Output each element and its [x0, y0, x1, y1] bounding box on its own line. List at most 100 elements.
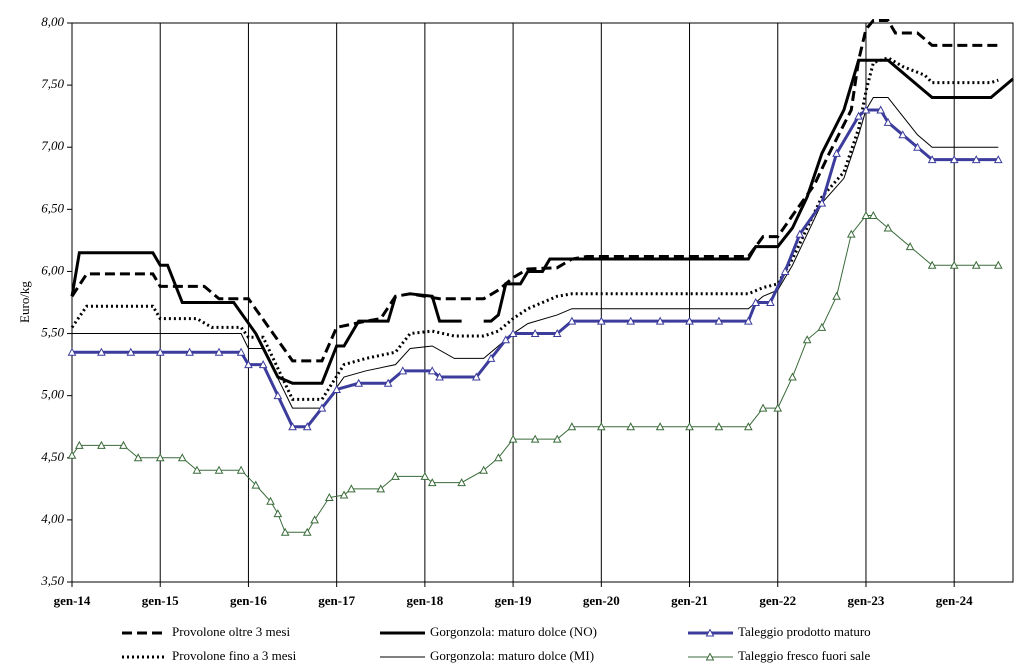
x-tick-label: gen-17: [318, 593, 355, 608]
marker: [883, 223, 893, 232]
y-tick-label: 6,50: [41, 200, 64, 215]
marker: [795, 229, 805, 238]
marker: [310, 515, 319, 524]
marker: [626, 422, 636, 431]
marker: [354, 378, 364, 387]
marker: [75, 440, 84, 449]
marker: [773, 403, 783, 412]
marker: [530, 434, 540, 443]
marker: [927, 155, 937, 164]
marker: [332, 384, 341, 393]
marker: [420, 471, 430, 480]
marker: [214, 465, 224, 474]
marker: [714, 316, 724, 325]
marker: [376, 484, 386, 493]
marker: [876, 105, 886, 114]
marker: [861, 105, 871, 114]
legend-label: Gorgonzola: maturo dolce (MI): [430, 648, 594, 663]
marker: [861, 210, 871, 220]
marker: [155, 453, 165, 462]
x-tick-label: gen-19: [495, 593, 532, 608]
series-line: [483, 58, 1014, 323]
marker: [913, 142, 922, 151]
legend-label: Taleggio fresco fuori sale: [738, 648, 871, 663]
marker: [251, 480, 261, 489]
marker: [832, 291, 841, 300]
marker: [898, 130, 908, 139]
legend-label: Taleggio prodotto maturo: [738, 624, 871, 639]
x-tick-label: gen-14: [54, 593, 91, 608]
marker: [155, 347, 165, 356]
marker: [126, 347, 136, 356]
marker: [868, 210, 878, 220]
marker: [398, 366, 408, 375]
marker: [302, 422, 312, 431]
marker: [949, 155, 959, 164]
marker: [391, 471, 400, 480]
marker: [655, 422, 665, 431]
marker: [67, 450, 77, 459]
marker: [479, 465, 489, 474]
marker: [273, 391, 283, 400]
y-tick-label: 4,50: [41, 449, 64, 464]
marker: [949, 260, 959, 269]
marker: [685, 316, 694, 325]
x-tick-label: gen-22: [759, 593, 796, 608]
series-line: [70, 56, 999, 401]
marker: [780, 266, 790, 275]
marker: [236, 347, 246, 356]
marker: [744, 422, 753, 431]
marker: [435, 372, 444, 381]
marker: [655, 316, 665, 325]
marker: [596, 422, 606, 431]
marker: [280, 527, 290, 536]
marker: [457, 478, 466, 487]
marker: [508, 434, 518, 443]
x-tick-label: gen-21: [671, 593, 708, 608]
x-tick-label: gen-18: [406, 593, 443, 608]
marker: [751, 297, 761, 306]
marker: [744, 316, 753, 325]
marker: [567, 316, 577, 325]
marker: [494, 453, 503, 462]
plot-frame: [71, 22, 1014, 583]
x-tick-label: gen-20: [583, 593, 620, 608]
y-tick-label: 3,50: [40, 573, 64, 588]
series-line: [70, 19, 999, 363]
legend-marker: [705, 628, 715, 637]
marker: [758, 403, 768, 412]
marker: [266, 496, 275, 505]
y-tick-label: 7,50: [41, 76, 64, 91]
y-tick-label: 8,00: [41, 14, 64, 29]
y-tick-label: 6,00: [41, 262, 64, 277]
y-axis-label: Euro/kg: [17, 281, 32, 323]
marker: [214, 347, 224, 356]
marker: [626, 316, 636, 325]
marker: [993, 260, 1003, 269]
marker: [273, 509, 283, 518]
x-tick-label: gen-16: [230, 593, 267, 608]
marker: [552, 434, 562, 443]
x-tick-label: gen-24: [936, 593, 973, 608]
marker: [244, 360, 253, 369]
marker: [258, 360, 268, 369]
marker: [817, 322, 827, 331]
marker: [302, 527, 312, 536]
marker: [508, 329, 518, 338]
marker: [133, 453, 143, 462]
marker: [817, 198, 827, 207]
legend-marker: [705, 652, 715, 661]
marker: [714, 422, 724, 431]
marker: [97, 347, 106, 356]
marker: [854, 111, 863, 120]
marker: [802, 335, 812, 344]
marker: [427, 478, 437, 487]
marker: [971, 260, 981, 269]
marker: [471, 372, 481, 381]
marker: [383, 378, 393, 387]
marker: [905, 242, 915, 251]
y-tick-label: 5,00: [41, 387, 64, 402]
marker: [971, 155, 981, 164]
marker: [883, 117, 893, 126]
